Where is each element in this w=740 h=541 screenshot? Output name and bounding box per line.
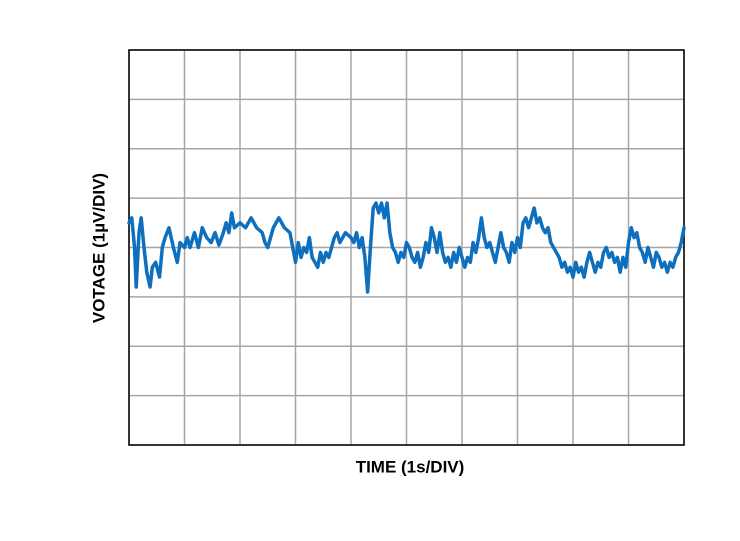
trace	[127, 201, 686, 294]
x-axis-label: TIME (1s/DIV)	[356, 457, 465, 476]
plot-frame	[128, 49, 685, 446]
y-axis-label: VOTAGE (1µV/DIV)	[89, 173, 108, 323]
